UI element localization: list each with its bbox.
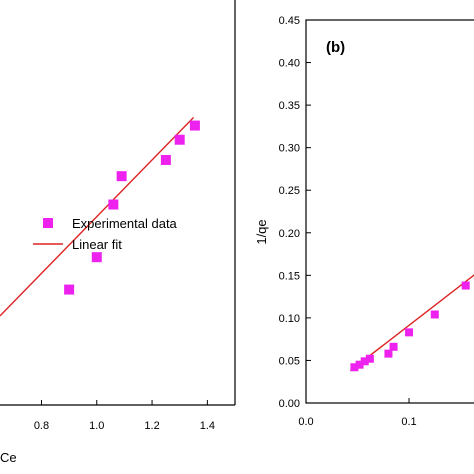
legend-label-experimental: Experimental data [72,216,178,231]
legend-label-linear-fit: Linear fit [72,237,122,252]
legend-marker-experimental [43,218,53,228]
panel-b-y-ticks: 0.00 0.05 0.10 0.15 0.20 0.25 0.30 0.35 0.40 0.45 [279,15,311,410]
panel-a-data-point [91,252,102,263]
panel-b-data-point [350,363,359,372]
panel-b-fit-line [349,274,474,372]
panel-a-data-point [160,154,171,165]
panel-a-x-tick-label: 1.2 [144,420,159,432]
panel-b-y-tick-label: 0.20 [279,228,300,240]
panel-a-data-point [116,171,127,182]
panel-a-data-point [174,134,185,145]
panel-a-data-point [189,120,200,131]
panel-a-x-ticks: 0.8 1.0 1.2 1.4 [34,400,215,432]
panel-b-data-point [461,281,470,290]
panel-b-y-tick-label: 0.35 [279,100,300,112]
panel-b-x-ticks: 0.0 0.1 [298,398,417,428]
panel-b-data-point [405,328,414,337]
panel-b: 0.0 0.1 0.000.050.100.150.200.250.300.350… [254,15,474,428]
panel-b-data-point [360,357,369,366]
panel-b-y-tick-label: 0.45 [279,15,300,27]
panel-a-x-tick-label: 0.8 [34,420,49,432]
panel-b-y-tick-label: 0.00 [279,398,300,410]
panel-b-y-tick-label: 0.40 [279,58,300,70]
panel-b-y-tick-label: 0.15 [279,270,300,282]
panel-b-y-tick-label: 0.10 [279,313,300,325]
panel-b-x-tick-label: 0.0 [298,416,313,428]
panel-b-y-tick-label: 0.05 [279,355,300,367]
panel-a-fit-line [0,116,195,317]
panel-b-marks [349,274,474,372]
panel-b-x-tick-label: 0.1 [401,416,416,428]
panel-a-legend: Experimental data Linear fit [33,216,178,252]
panel-b-y-axis-title: 1/qe [254,219,269,244]
panel-b-data-point [389,342,398,351]
panel-b-data-point [384,349,393,358]
panel-a-data-point [64,284,75,295]
panel-b-data-point [355,360,364,369]
panel-b-data-point [365,354,374,363]
panel-a-x-tick-label: 1.0 [89,420,104,432]
panel-b-frame [305,19,474,404]
panel-a-marks [0,116,200,317]
panel-b-data-point [430,310,439,319]
panel-a-x-tick-label: 1.4 [200,420,215,432]
panel-a: 0.8 1.0 1.2 1.4 Ce Experimental data Linear… [0,0,236,465]
panel-b-label: (b) [326,39,345,56]
panel-a-x-axis-title: Ce [0,450,17,465]
panel-b-y-tick-label: 0.30 [279,143,300,155]
panel-b-y-tick-label: 0.25 [279,185,300,197]
panel-a-data-point [108,199,119,210]
